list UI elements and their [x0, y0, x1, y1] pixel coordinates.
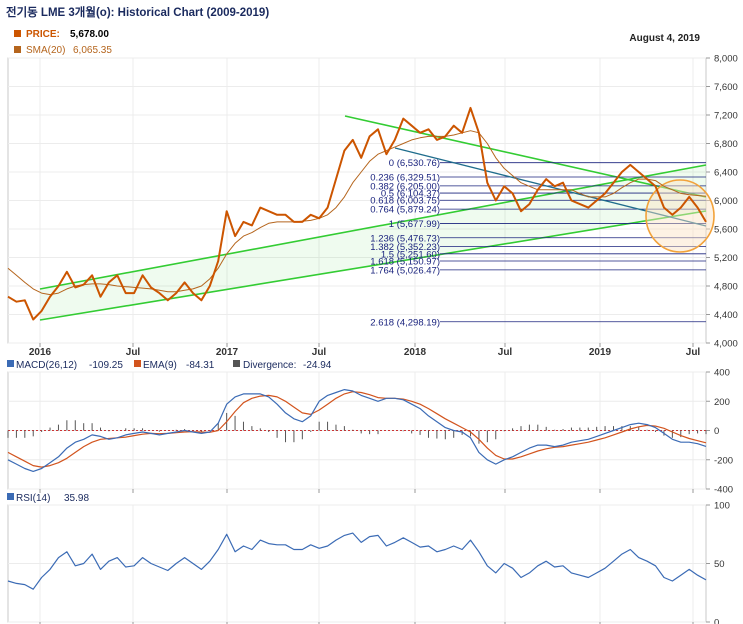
- price-ytick-label: 4,800: [714, 282, 738, 293]
- macd-ytick-label: -400: [714, 485, 733, 496]
- fib-level-label: 1.618 (5,150.97): [370, 256, 440, 267]
- macd-ytick-label: -200: [714, 455, 733, 466]
- price-legend-swatch: [14, 30, 21, 37]
- price-ytick-label: 6,800: [714, 139, 738, 150]
- div-legend-swatch: [233, 360, 240, 367]
- fib-level-label: 0.236 (6,329.51): [370, 173, 440, 184]
- fib-level-label: 0.5 (6,104.37): [381, 189, 440, 200]
- x-tick-label: Jul: [126, 347, 141, 358]
- price-ytick-label: 8,000: [714, 54, 738, 65]
- sma-legend-value: 6,065.35: [73, 45, 112, 56]
- macd-ytick-label: 0: [714, 426, 719, 437]
- macd-panel: 400 200 0 -200 -400: [7, 368, 733, 496]
- fib-level-label: 2.618 (4,298.19): [370, 317, 440, 328]
- date-label: August 4, 2019: [629, 33, 700, 44]
- fib-level-label: 0.764 (5,879.24): [370, 205, 440, 216]
- x-tick-label: 2019: [589, 347, 612, 358]
- price-ytick-label: 4,400: [714, 310, 738, 321]
- price-ytick-label: 5,200: [714, 253, 738, 264]
- macd-legend-label: MACD(26,12): [16, 360, 77, 371]
- ema-legend-swatch: [134, 360, 141, 367]
- macd-legend-value: -109.25: [89, 360, 123, 371]
- div-legend-label: Divergence:: [243, 360, 296, 371]
- price-ytick-label: 7,200: [714, 111, 738, 122]
- fib-level-label: 1.764 (5,026.47): [370, 265, 440, 276]
- price-ytick-label: 4,000: [714, 339, 738, 350]
- channel-lower-line: [39, 210, 707, 321]
- rsi-ytick-label: 100: [714, 501, 730, 512]
- rsi-ytick-label: 50: [714, 559, 725, 570]
- price-legend-label: PRICE:: [26, 29, 60, 40]
- fib-level-label: 0.382 (6,205.00): [370, 181, 440, 192]
- price-ytick-label: 6,000: [714, 196, 738, 207]
- fib-level-label: 1.382 (5,352.23): [370, 242, 440, 253]
- price-legend-value: 5,678.00: [70, 29, 109, 40]
- macd-ytick-label: 200: [714, 397, 730, 408]
- sma-line: [7, 130, 707, 296]
- price-ytick-label: 7,600: [714, 82, 738, 93]
- rsi-line: [7, 532, 707, 590]
- price-panel: 4,000 4,400 4,800 5,200 5,600 6,000 6,400 6,800…: [7, 54, 738, 358]
- rsi-panel: 100 50 0: [7, 501, 730, 624]
- rsi-legend: RSI(14) 35.98: [7, 493, 89, 504]
- x-tick-label: 2018: [404, 347, 427, 358]
- x-tick-label: 2016: [29, 347, 52, 358]
- highlight-circle: [645, 179, 715, 253]
- x-tick-label: 2017: [216, 347, 239, 358]
- ema-line: [7, 391, 707, 468]
- sma-legend-swatch: [14, 46, 21, 53]
- sma-legend-label: SMA(20): [26, 45, 65, 56]
- fib-level-label: 1.5 (5,251.60): [381, 249, 440, 260]
- fib-level-label: 1 (5,677.99): [389, 219, 440, 230]
- x-tick-label: Jul: [312, 347, 327, 358]
- rsi-ytick-label: 0: [714, 618, 719, 624]
- macd-legend-swatch: [7, 360, 14, 367]
- x-tick-label: Jul: [686, 347, 701, 358]
- macd-line: [7, 389, 707, 472]
- rsi-legend-swatch: [7, 493, 14, 500]
- ema-legend-value: -84.31: [186, 360, 215, 371]
- rsi-legend-label: RSI(14): [16, 493, 50, 504]
- fib-level-label: 0 (6,530.76): [389, 158, 440, 169]
- ema-legend-label: EMA(9): [143, 360, 177, 371]
- chart-title: 전기동 LME 3개월(o): Historical Chart (2009-2…: [6, 5, 269, 19]
- macd-legend: MACD(26,12) -109.25 EMA(9) -84.31 Diverg…: [7, 360, 332, 371]
- price-ytick-label: 5,600: [714, 225, 738, 236]
- fib-trend-line: [394, 147, 707, 227]
- rsi-legend-value: 35.98: [64, 493, 89, 504]
- fib-level-label: 0.618 (6,003.75): [370, 196, 440, 207]
- price-line: [7, 106, 707, 321]
- div-legend-value: -24.94: [303, 360, 332, 371]
- descending-channel-line: [344, 115, 707, 198]
- macd-ytick-label: 400: [714, 368, 730, 379]
- x-tick-label: Jul: [498, 347, 513, 358]
- price-ytick-label: 6,400: [714, 168, 738, 179]
- fib-level-label: 1.236 (5,476.73): [370, 233, 440, 244]
